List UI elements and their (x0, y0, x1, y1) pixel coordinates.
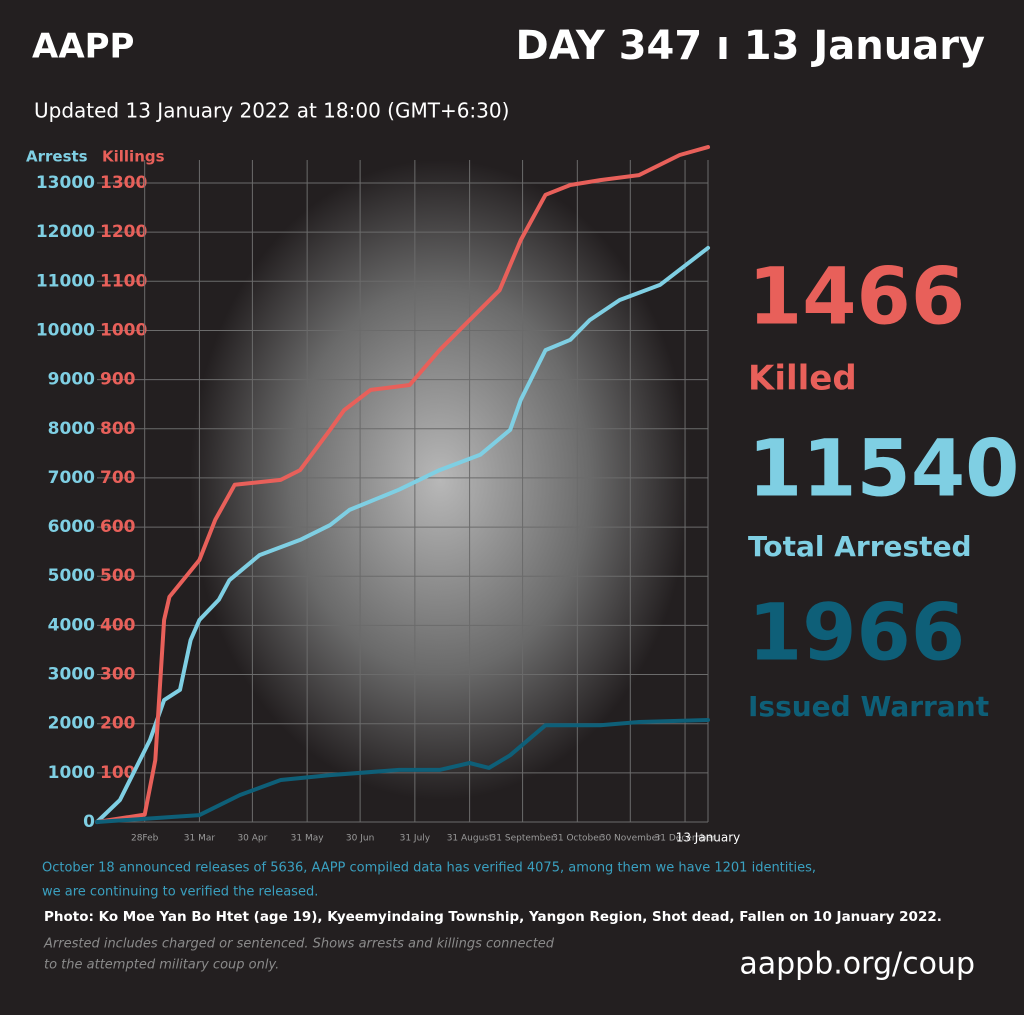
x-tick-label: 31 July (400, 834, 431, 844)
y2-tick-label: 1300 (100, 173, 147, 193)
footnote: to the attempted military coup only. (44, 958, 279, 973)
y-tick-label: 4000 (48, 615, 95, 635)
photo (190, 160, 690, 800)
y2-tick-label: 1200 (100, 222, 147, 242)
x-tick-label: 28Feb (131, 834, 159, 844)
y-tick-label: 5000 (48, 566, 95, 586)
y2-tick-label: 200 (100, 714, 136, 734)
day-title: DAY 347 ı 13 January (516, 23, 986, 69)
y2-tick-label: 1100 (100, 271, 147, 291)
y-tick-label: 12000 (36, 222, 95, 242)
x-tick-label: 31 May (291, 834, 325, 844)
y2-tick-label: 100 (100, 763, 136, 783)
y2-tick-label: 1000 (100, 320, 147, 340)
x-tick-label: 30 Jun (346, 834, 374, 844)
x-tick-label: 13 January (676, 831, 741, 845)
updated: Updated 13 January 2022 at 18:00 (GMT+6:… (34, 99, 509, 123)
footnote: Arrested includes charged or sentenced. … (43, 937, 555, 952)
y-tick-label: 1000 (48, 763, 95, 783)
note: October 18 announced releases of 5636, A… (42, 861, 816, 876)
y-tick-label: 6000 (48, 517, 95, 537)
x-tick-label: 31 September (491, 834, 555, 844)
y-tick-label: 11000 (36, 271, 95, 291)
x-tick-label: 30 November (600, 834, 661, 844)
x-tick-label: 31 August (447, 834, 493, 844)
note: we are continuing to verified the releas… (42, 885, 318, 900)
y-tick-label: 7000 (48, 468, 95, 488)
y2-axis-label: Killings (102, 148, 165, 166)
y-tick-label: 10000 (36, 320, 95, 340)
x-tick-label: 30 Apr (237, 834, 267, 844)
series-line (95, 718, 710, 824)
y2-tick-label: 400 (100, 615, 136, 635)
photo-caption: Photo: Ko Moe Yan Bo Htet (age 19), Kyee… (44, 909, 942, 925)
y2-tick-label: 800 (100, 419, 136, 439)
stat-value: 1966 (748, 588, 965, 678)
y-tick-label: 13000 (36, 173, 95, 193)
y-tick-label: 9000 (48, 370, 95, 390)
y2-tick-label: 700 (100, 468, 136, 488)
y-axis-label: Arrests (26, 148, 88, 166)
url: aappb.org/coup (739, 947, 975, 982)
y2-tick-label: 500 (100, 566, 136, 586)
x-tick-label: 31 Mar (184, 834, 216, 844)
x-tick-label: 31 December (655, 834, 716, 844)
y2-tick-label: 600 (100, 517, 136, 537)
y2-tick-label: 300 (100, 665, 136, 685)
stat-label: Issued Warrant (748, 690, 989, 723)
stat-value: 1466 (748, 252, 965, 342)
stat-value: 11540 (748, 424, 1019, 514)
stat-label: Killed (748, 359, 857, 399)
series-line (95, 245, 710, 824)
y-tick-label: 0 (83, 812, 95, 832)
y-tick-label: 3000 (48, 665, 95, 685)
y-tick-label: 2000 (48, 714, 95, 734)
brand: AAPP (32, 27, 134, 67)
x-tick-label: 31 October (552, 834, 603, 844)
y-tick-label: 8000 (48, 419, 95, 439)
series-line (95, 145, 710, 824)
stat-label: Total Arrested (748, 530, 972, 563)
y2-tick-label: 900 (100, 370, 136, 390)
